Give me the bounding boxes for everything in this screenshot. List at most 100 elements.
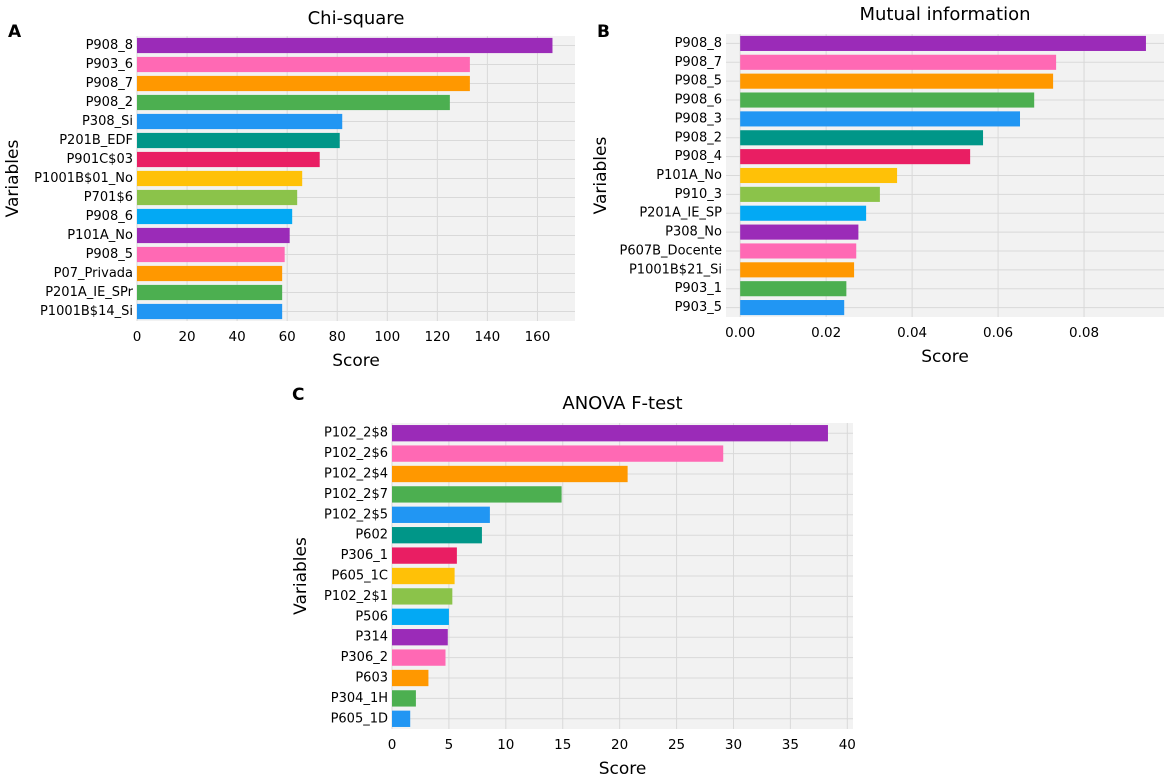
y-axis-label-c: Variables <box>291 537 311 615</box>
x-tick-label-b: 0.02 <box>811 325 841 341</box>
y-tick-label-a: P201A_IE_SPr <box>45 285 133 300</box>
y-tick-label-b: P903_1 <box>675 281 722 296</box>
panel-letter-a: A <box>8 22 22 42</box>
x-tick-label-b: 0.08 <box>1069 325 1099 341</box>
y-tick-label-a: P908_2 <box>86 95 133 110</box>
bar-b <box>740 281 847 297</box>
y-tick-label-a: P201B_EDF <box>59 133 133 148</box>
bar-b <box>740 130 984 146</box>
y-tick-label-c: P102_2$4 <box>324 467 388 482</box>
bar-c <box>392 588 453 605</box>
x-axis-label-b: Score <box>921 347 969 367</box>
y-tick-label-b: P1001B$21_Si <box>629 262 722 277</box>
x-tick-label-a: 0 <box>133 329 142 345</box>
bar-c <box>392 629 448 646</box>
x-axis-label-a: Score <box>332 351 380 371</box>
y-tick-label-a: P1001B$14_Si <box>40 304 133 319</box>
y-tick-label-a: P903_6 <box>86 57 133 72</box>
bar-a <box>137 113 343 130</box>
bar-a <box>137 170 303 187</box>
y-tick-label-c: P102_2$7 <box>324 487 388 502</box>
x-tick-label-a: 40 <box>229 329 246 345</box>
x-tick-label-a: 120 <box>424 329 450 345</box>
x-tick-label-c: 35 <box>782 737 799 753</box>
x-tick-label-a: 100 <box>374 329 400 345</box>
bar-a <box>137 151 320 168</box>
bar-c <box>392 486 562 503</box>
y-tick-label-c: P102_2$1 <box>324 589 388 604</box>
bar-c <box>392 608 449 625</box>
y-tick-label-c: P314 <box>355 630 388 645</box>
bar-c <box>392 425 828 442</box>
bar-a <box>137 208 293 225</box>
x-tick-label-c: 25 <box>668 737 685 753</box>
bar-c <box>392 649 446 666</box>
y-tick-label-b: P908_8 <box>675 36 722 51</box>
y-tick-label-c: P306_2 <box>341 650 388 665</box>
y-tick-label-b: P908_4 <box>675 149 722 164</box>
bar-b <box>740 224 859 240</box>
y-tick-label-c: P602 <box>355 528 388 543</box>
bar-b <box>740 300 845 316</box>
x-tick-label-a: 80 <box>329 329 346 345</box>
panel-letter-b: B <box>597 22 610 42</box>
y-tick-label-c: P603 <box>355 671 388 686</box>
x-tick-label-b: 0.06 <box>983 325 1013 341</box>
y-tick-label-c: P605_1D <box>331 711 388 726</box>
bar-c <box>392 567 455 585</box>
chart-title-a: Chi-square <box>308 8 405 29</box>
y-tick-label-b: P607B_Docente <box>619 243 722 258</box>
panel-letter-c: C <box>292 385 305 405</box>
y-tick-label-b: P908_7 <box>675 55 722 70</box>
x-tick-label-a: 60 <box>279 329 296 345</box>
y-tick-label-c: P306_1 <box>341 548 388 563</box>
y-tick-label-b: P101A_No <box>656 168 722 183</box>
x-tick-label-a: 20 <box>178 329 195 345</box>
chart-title-c: ANOVA F-test <box>562 393 682 414</box>
bar-a <box>137 303 283 320</box>
bar-a <box>137 75 470 92</box>
y-tick-label-b: P908_3 <box>675 111 722 126</box>
x-tick-label-c: 40 <box>839 737 856 753</box>
x-tick-label-b: 0.04 <box>897 325 927 341</box>
y-tick-label-c: P304_1H <box>331 691 388 706</box>
bar-b <box>740 111 1021 127</box>
y-axis-label-a: Variables <box>3 140 23 218</box>
y-tick-label-a: P308_Si <box>82 114 133 129</box>
bar-c <box>392 710 411 727</box>
y-tick-label-b: P908_5 <box>675 74 722 89</box>
y-tick-label-a: P901C$03 <box>66 152 133 167</box>
y-tick-label-c: P605_1C <box>331 569 388 584</box>
bar-c <box>392 445 724 462</box>
y-tick-label-a: P908_8 <box>86 38 133 53</box>
bar-b <box>740 35 1146 51</box>
x-tick-label-a: 140 <box>475 329 501 345</box>
bar-c <box>392 527 482 544</box>
bar-b <box>740 186 880 202</box>
bar-b <box>740 243 857 259</box>
bar-b <box>740 92 1035 108</box>
bar-c <box>392 690 416 707</box>
y-tick-label-a: P701$6 <box>84 190 133 205</box>
bar-c <box>392 547 457 564</box>
bar-a <box>137 37 553 54</box>
y-tick-label-a: P908_5 <box>86 247 133 262</box>
x-tick-label-c: 5 <box>445 737 454 753</box>
bar-a <box>137 132 340 149</box>
y-tick-label-b: P908_2 <box>675 130 722 145</box>
bar-b <box>740 54 1057 70</box>
y-tick-label-c: P102_2$5 <box>324 507 388 522</box>
bar-a <box>137 246 285 263</box>
chart-title-b: Mutual information <box>859 4 1030 25</box>
bar-c <box>392 669 429 687</box>
x-tick-label-c: 30 <box>725 737 742 753</box>
y-tick-label-b: P910_3 <box>675 187 722 202</box>
bar-b <box>740 205 867 221</box>
bar-a <box>137 284 283 301</box>
x-tick-label-c: 0 <box>388 737 397 753</box>
bar-c <box>392 506 490 523</box>
y-tick-label-b: P201A_IE_SP <box>639 206 722 221</box>
y-tick-label-a: P07_Privada <box>54 266 133 281</box>
bar-b <box>740 149 971 165</box>
